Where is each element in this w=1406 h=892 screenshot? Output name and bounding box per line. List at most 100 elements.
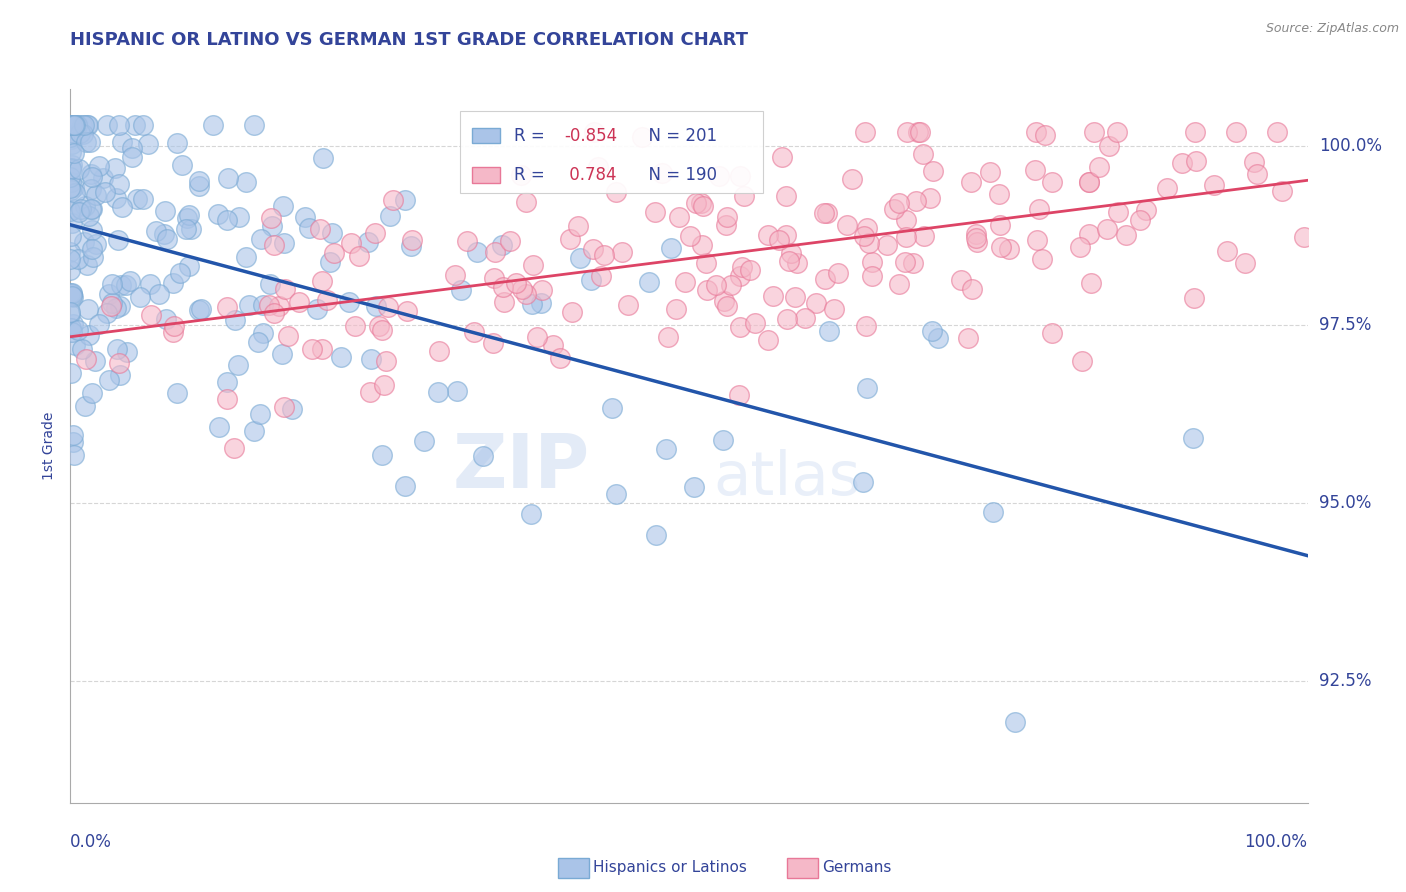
Point (311, 274, 333, 288)
Point (80, 167, 103, 181)
Point (1083, 125, 1105, 139)
Point (188, 303, 211, 318)
Point (371, 448, 394, 462)
Point (62, 286, 84, 301)
Point (793, 311, 815, 326)
Point (446, 384, 468, 398)
Text: 0.784: 0.784 (564, 166, 616, 184)
Point (115, 344, 138, 359)
Point (179, 260, 201, 274)
Point (65, 186, 87, 200)
Point (228, 211, 250, 225)
Point (80, 169, 103, 184)
Point (80, 385, 103, 400)
Point (59, 245, 82, 260)
Point (60, 136, 83, 151)
Point (281, 401, 304, 416)
Point (1115, 227, 1137, 242)
Point (59, 131, 82, 145)
Point (77, 210, 100, 224)
Point (720, 277, 742, 292)
Point (59, 263, 82, 277)
Point (343, 318, 366, 333)
Point (695, 256, 717, 270)
Point (247, 334, 270, 349)
Point (987, 186, 1010, 201)
Point (84, 188, 107, 202)
Point (59, 366, 82, 380)
Point (222, 442, 245, 456)
Point (526, 330, 548, 344)
Point (108, 368, 131, 382)
Point (378, 209, 401, 223)
Text: 95.0%: 95.0% (1319, 494, 1371, 512)
Point (733, 189, 755, 203)
Point (360, 352, 382, 367)
Point (155, 312, 177, 326)
Point (605, 185, 627, 199)
Text: Source: ZipAtlas.com: Source: ZipAtlas.com (1265, 22, 1399, 36)
Point (162, 277, 184, 291)
Point (1135, 202, 1157, 217)
Point (841, 171, 863, 186)
Point (274, 282, 297, 296)
Point (294, 210, 316, 224)
Point (59, 118, 82, 132)
Point (560, 304, 582, 318)
Point (396, 303, 419, 318)
Point (59, 128, 82, 142)
Point (59, 181, 82, 195)
Point (217, 170, 239, 185)
Point (111, 135, 134, 149)
Point (689, 195, 711, 210)
Text: ZIP: ZIP (453, 431, 591, 504)
Point (63, 118, 86, 132)
Point (312, 151, 335, 165)
Point (59, 203, 82, 218)
Point (125, 192, 148, 206)
Point (59, 118, 82, 132)
Point (1105, 125, 1128, 139)
Point (990, 240, 1012, 254)
Point (492, 295, 515, 310)
Point (738, 262, 761, 277)
Point (1107, 205, 1129, 219)
Point (520, 507, 543, 521)
Point (330, 350, 353, 364)
Point (84, 236, 107, 251)
Point (651, 166, 673, 180)
Point (907, 125, 929, 139)
Point (860, 268, 883, 283)
Point (921, 324, 943, 338)
Point (711, 433, 734, 447)
Point (617, 298, 640, 312)
Point (491, 238, 513, 252)
Point (321, 226, 343, 240)
Point (72, 127, 94, 141)
Point (59, 169, 82, 184)
Point (714, 218, 737, 232)
Point (813, 206, 835, 220)
Point (401, 239, 423, 253)
Point (87, 317, 110, 331)
Point (456, 234, 478, 248)
Point (91, 171, 114, 186)
Point (731, 260, 754, 274)
Point (111, 200, 134, 214)
Point (224, 313, 246, 327)
Point (1077, 227, 1099, 241)
Point (170, 158, 193, 172)
Point (59, 161, 82, 176)
Point (887, 277, 910, 292)
Point (775, 228, 797, 243)
Point (644, 204, 666, 219)
Text: 97.5%: 97.5% (1319, 316, 1371, 334)
Point (72, 118, 94, 132)
Point (965, 227, 987, 241)
Point (498, 234, 520, 248)
Text: -0.854: -0.854 (564, 127, 617, 145)
Point (76, 302, 98, 317)
Point (911, 146, 934, 161)
Point (756, 227, 779, 242)
Point (582, 243, 605, 257)
